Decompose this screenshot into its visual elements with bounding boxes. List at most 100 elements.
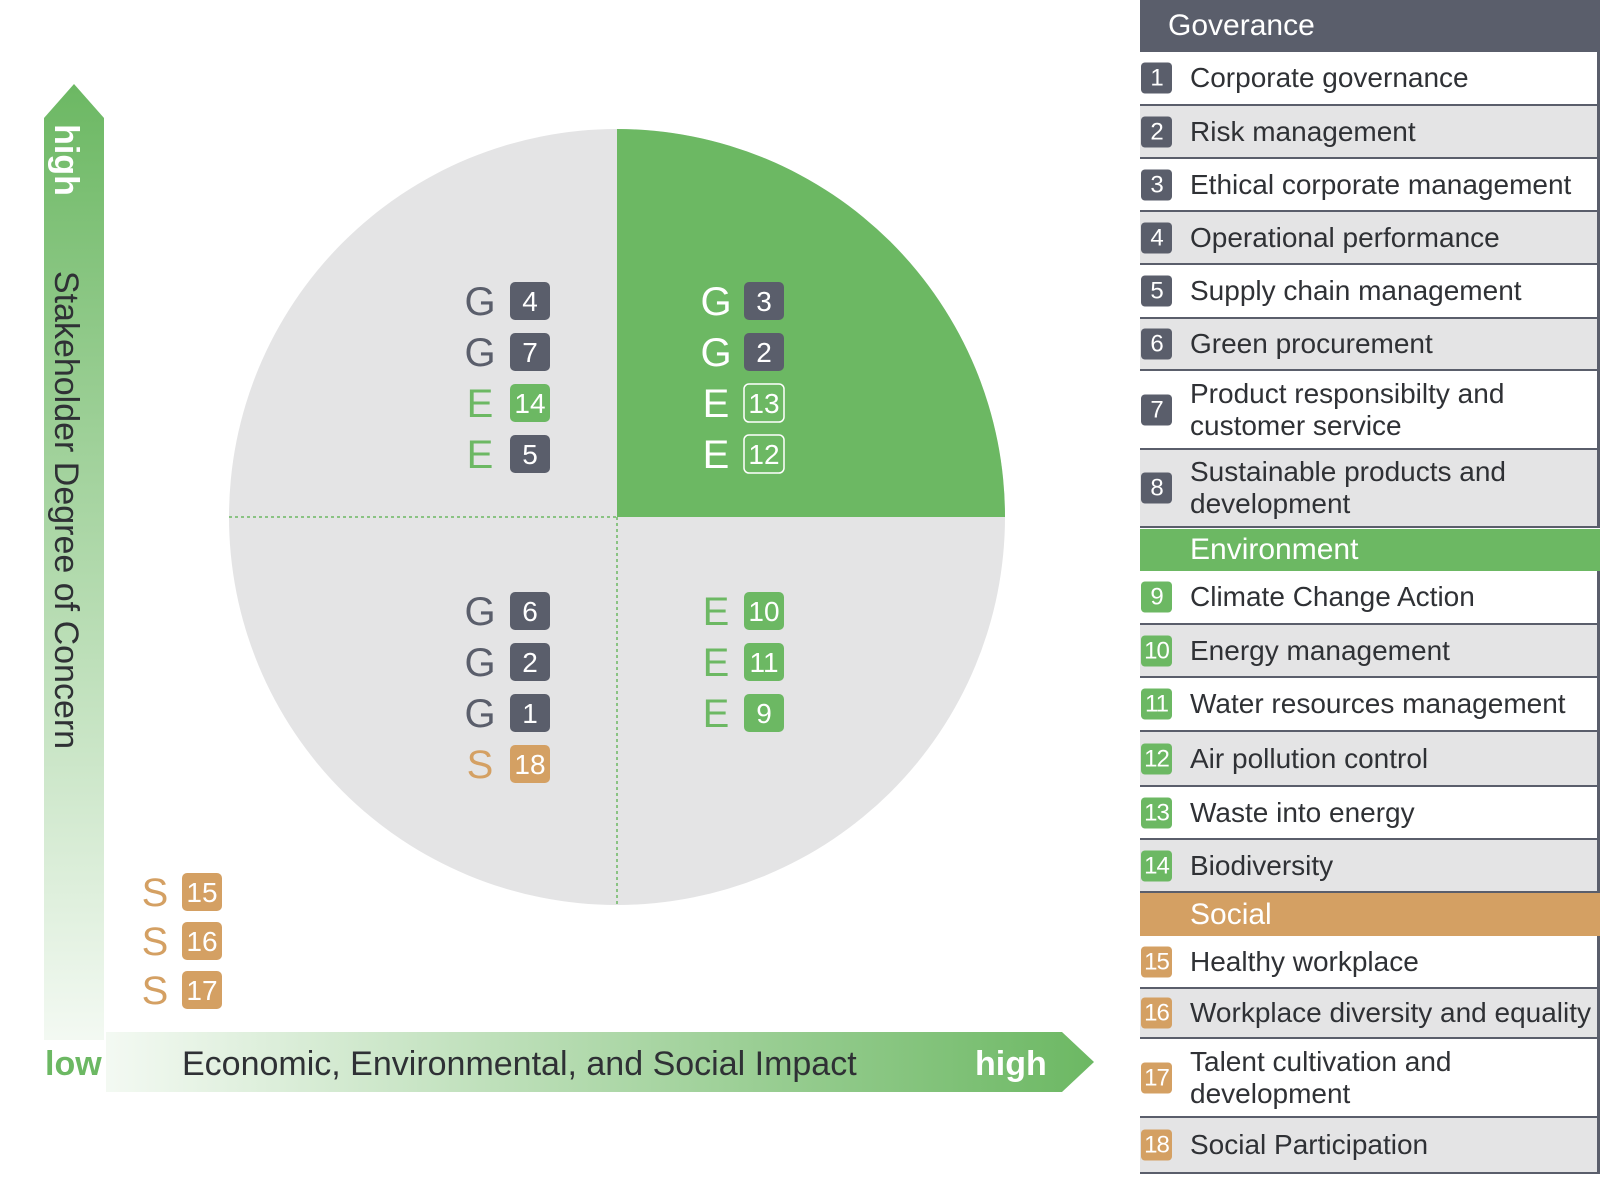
item-category-letter: G: [700, 280, 731, 324]
legend-row-9: 9 Climate Change Action: [1140, 571, 1600, 625]
legend-header-environment: Environment: [1140, 529, 1600, 571]
legend-row-13: 13 Waste into energy: [1140, 787, 1600, 840]
legend-number-badge: 7: [1141, 394, 1172, 425]
item-category-letter: S: [142, 920, 169, 964]
legend-number-badge: 9: [1141, 581, 1172, 613]
item-number: 14: [514, 388, 545, 419]
legend-number-badge: 4: [1141, 222, 1172, 253]
item-number: 17: [186, 975, 217, 1006]
legend-item-label: Water resources management: [1190, 688, 1566, 719]
item-category-letter: G: [464, 331, 495, 375]
legend-row-10: 10 Energy management: [1140, 625, 1600, 678]
legend-number-badge: 16: [1141, 997, 1172, 1029]
legend-number-badge: 13: [1141, 797, 1172, 828]
legend-row-3: 3 Ethical corporate management: [1140, 159, 1600, 212]
item-category-letter: G: [464, 590, 495, 634]
legend-number-badge: 8: [1141, 472, 1172, 504]
legend-row-4: 4 Operational performance: [1140, 212, 1600, 265]
item-category-letter: E: [467, 433, 494, 477]
legend-row-11: 11 Water resources management: [1140, 678, 1600, 732]
item-number: 16: [186, 926, 217, 957]
legend-row-6: 6 Green procurement: [1140, 319, 1600, 371]
item-number-badge: [510, 333, 550, 371]
item-number: 2: [522, 647, 538, 678]
legend-item-label: Green procurement: [1190, 328, 1433, 359]
item-category-letter: E: [703, 641, 730, 685]
item-number: 13: [748, 388, 779, 419]
legend-row-7: 7 Product responsibilty and customer serv…: [1140, 371, 1600, 450]
legend-item-label: Workplace diversity and equality: [1190, 997, 1592, 1028]
item-number-badge: [744, 333, 784, 371]
item-number: 18: [514, 749, 545, 780]
legend-row-16: 16 Workplace diversity and equality: [1140, 989, 1600, 1039]
legend-number-badge: 11: [1141, 688, 1172, 720]
item-number-badge: [182, 971, 222, 1009]
legend-item-label: Ethical corporate management: [1190, 168, 1572, 200]
legend-row-8: 8 Sustainable products and development: [1140, 450, 1600, 528]
legend-row-14: 14 Biodiversity: [1140, 840, 1600, 893]
item-number: 15: [186, 877, 217, 908]
legend-item-label: Air pollution control: [1190, 742, 1429, 774]
legend-item-label: Waste into energy: [1190, 796, 1415, 828]
item-number: 2: [756, 337, 772, 368]
legend-number-badge: 18: [1141, 1129, 1172, 1161]
item-number-badge: [744, 694, 784, 732]
item-number-badge: [510, 384, 550, 422]
legend-item-label: Biodiversity: [1190, 849, 1334, 881]
item-category-letter: E: [703, 590, 730, 634]
item-category-letter: G: [464, 641, 495, 685]
y-axis-arrow: [44, 84, 104, 1040]
legend-item-label: Operational performance: [1190, 221, 1500, 253]
materiality-matrix: high Stakeholder Degree of Concern low E…: [44, 84, 1094, 1092]
legend-row-15: 15 Healthy workplace: [1140, 936, 1600, 989]
item-number-badge: [510, 282, 550, 320]
legend-number-badge: 6: [1141, 328, 1172, 360]
legend-number-badge: 2: [1141, 116, 1172, 147]
legend-header-label: Environment: [1190, 533, 1359, 566]
legend-number-badge: 5: [1141, 275, 1172, 307]
legend-item-label: Healthy workplace: [1190, 945, 1419, 977]
legend-item-label: Corporate governance: [1190, 62, 1469, 93]
legend-number-badge: 10: [1141, 635, 1172, 666]
item-number-badge: [744, 282, 784, 320]
item-number-badge: [182, 922, 222, 960]
item-number-badge: [510, 435, 550, 473]
legend-item-label: Risk management: [1190, 115, 1416, 147]
item-number: 9: [756, 698, 772, 729]
item-number: 4: [522, 286, 538, 317]
legend-number-badge: 14: [1141, 850, 1172, 881]
item-number-badge: [744, 592, 784, 630]
legend-table: Goverance 1 Corporate governance 2 Risk mana…: [1140, 0, 1600, 1191]
legend-row-12: 12 Air pollution control: [1140, 732, 1600, 787]
item-number-badge: [182, 873, 222, 911]
item-number: 3: [756, 286, 772, 317]
legend-number-badge: 1: [1141, 62, 1172, 94]
x-axis-high-label: high: [975, 1045, 1047, 1083]
item-category-letter: S: [467, 743, 494, 787]
legend-number-badge: 12: [1141, 743, 1172, 774]
item-category-letter: G: [700, 331, 731, 375]
item-number-badge: [743, 383, 785, 423]
legend-number-badge: 3: [1141, 169, 1172, 200]
high-priority-quadrant: [617, 129, 1005, 517]
legend-row-5: 5 Supply chain management: [1140, 265, 1600, 319]
legend-header-label: Social: [1190, 897, 1272, 931]
item-number: 1: [522, 698, 538, 729]
item-category-letter: G: [464, 280, 495, 324]
item-number-badge: [510, 592, 550, 630]
x-axis-title: Economic, Environmental, and Social Impa…: [182, 1045, 857, 1083]
item-number-badge: [510, 745, 550, 783]
legend-header-governance: Goverance: [1140, 0, 1600, 52]
legend-header-label: Goverance: [1168, 9, 1315, 42]
item-category-letter: E: [467, 382, 494, 426]
item-category-letter: S: [142, 871, 169, 915]
item-number-badge: [744, 643, 784, 681]
item-category-letter: E: [703, 433, 730, 477]
item-number: 10: [748, 596, 779, 627]
legend-item-label: Product responsibilty and customer servi…: [1190, 377, 1505, 441]
y-axis-title: Stakeholder Degree of Concern: [47, 271, 85, 749]
legend-item-label: Talent cultivation and development: [1190, 1045, 1452, 1109]
item-number: 12: [748, 439, 779, 470]
legend-item-label: Energy management: [1190, 634, 1450, 666]
quadrant-items: G 4G 7E 14E 5G 3G 2E 13E 12G 6G 2G 1S 18E 10E 11E 9S 15S…: [142, 280, 785, 1013]
